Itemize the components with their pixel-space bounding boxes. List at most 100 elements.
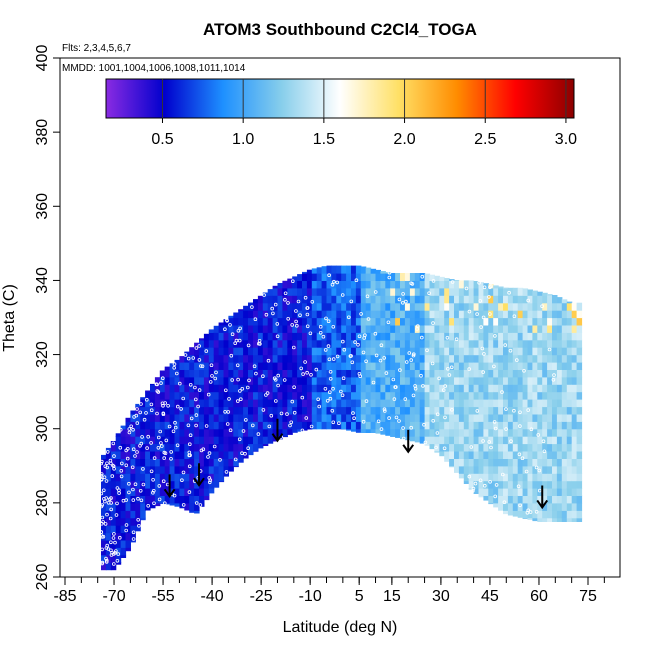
field-cell bbox=[238, 310, 244, 319]
field-cell bbox=[547, 517, 553, 522]
sample-marker bbox=[443, 384, 448, 388]
field-cell bbox=[316, 406, 323, 415]
field-cell bbox=[488, 339, 494, 348]
field-cell bbox=[385, 354, 391, 363]
field-cell bbox=[164, 428, 171, 437]
field-cell bbox=[336, 421, 342, 430]
field-cell bbox=[444, 347, 450, 356]
field-cell bbox=[228, 458, 234, 467]
field-cell bbox=[419, 347, 426, 356]
field-cell bbox=[512, 310, 519, 319]
field-cell bbox=[326, 310, 332, 319]
field-cell bbox=[561, 369, 568, 378]
field-cell bbox=[375, 428, 381, 434]
field-cell bbox=[145, 473, 151, 482]
sample-marker bbox=[467, 367, 472, 371]
field-cell bbox=[184, 428, 190, 437]
field-cell bbox=[547, 384, 553, 393]
field-cell bbox=[512, 354, 519, 363]
field-cell bbox=[355, 273, 362, 281]
field-cell bbox=[218, 369, 225, 378]
field-cell bbox=[463, 376, 470, 385]
field-cell bbox=[571, 406, 578, 415]
field-cell bbox=[130, 410, 136, 415]
field-cell bbox=[444, 436, 450, 445]
field-cell bbox=[346, 413, 352, 422]
sample-marker bbox=[167, 424, 172, 429]
field-cell bbox=[125, 510, 131, 519]
field-cell bbox=[454, 399, 460, 408]
field-cell bbox=[493, 339, 499, 348]
field-cell bbox=[571, 384, 578, 393]
field-cell bbox=[150, 502, 156, 509]
field-cell bbox=[409, 332, 416, 341]
field-cell bbox=[547, 339, 553, 348]
field-cell bbox=[527, 362, 533, 370]
field-cell bbox=[444, 324, 450, 333]
field-cell bbox=[159, 436, 166, 445]
field-cell bbox=[576, 480, 583, 489]
field-cell bbox=[566, 301, 573, 304]
field-cell bbox=[552, 399, 558, 408]
field-cell bbox=[101, 562, 107, 571]
field-cell bbox=[503, 384, 509, 393]
field-cell bbox=[184, 406, 190, 415]
field-cell bbox=[302, 406, 308, 415]
field-cell bbox=[189, 458, 195, 467]
field-cell bbox=[449, 287, 455, 296]
field-cell bbox=[277, 391, 283, 400]
field-cell bbox=[311, 413, 318, 422]
field-cell bbox=[125, 532, 131, 541]
field-cell bbox=[552, 339, 558, 348]
field-cell bbox=[517, 295, 524, 304]
field-cell bbox=[238, 317, 244, 326]
field-cell bbox=[414, 421, 421, 430]
field-cell bbox=[483, 376, 489, 385]
field-cell bbox=[370, 317, 377, 326]
field-cell bbox=[125, 417, 131, 422]
field-cell bbox=[454, 443, 460, 452]
field-cell bbox=[326, 332, 332, 341]
sample-marker bbox=[261, 408, 266, 412]
field-cell bbox=[439, 451, 445, 457]
field-cell bbox=[257, 347, 264, 356]
field-cell bbox=[395, 436, 401, 438]
field-cell bbox=[424, 384, 431, 393]
field-cell bbox=[233, 428, 239, 437]
field-cell bbox=[257, 302, 264, 311]
field-cell bbox=[463, 451, 470, 459]
field-cell bbox=[297, 369, 303, 378]
field-cell bbox=[498, 495, 504, 504]
field-cell bbox=[159, 495, 166, 504]
colorbar-tick-label: 2.0 bbox=[393, 131, 415, 148]
sample-marker bbox=[239, 397, 243, 402]
field-cell bbox=[517, 354, 524, 363]
field-cell bbox=[316, 280, 323, 289]
field-cell bbox=[326, 347, 332, 356]
field-cell bbox=[561, 399, 568, 408]
sample-marker bbox=[198, 503, 203, 507]
field-cell bbox=[458, 451, 465, 459]
sample-marker bbox=[183, 353, 188, 357]
field-cell bbox=[218, 436, 225, 445]
field-cell bbox=[272, 285, 279, 289]
field-cell bbox=[194, 502, 200, 511]
field-cell bbox=[194, 376, 200, 385]
sample-marker bbox=[500, 472, 505, 477]
field-cell bbox=[463, 391, 470, 400]
field-cell bbox=[517, 310, 524, 319]
field-cell bbox=[311, 406, 318, 415]
field-cell bbox=[395, 287, 401, 296]
field-cell bbox=[517, 347, 524, 356]
field-cell bbox=[208, 428, 215, 437]
field-cell bbox=[527, 517, 533, 520]
field-cell bbox=[404, 399, 411, 408]
field-cell bbox=[105, 458, 112, 467]
field-cell bbox=[429, 406, 435, 415]
field-cell bbox=[454, 421, 460, 430]
field-cell bbox=[159, 399, 166, 408]
field-cell bbox=[576, 332, 583, 341]
field-cell bbox=[385, 347, 391, 356]
field-cell bbox=[429, 436, 435, 445]
field-cell bbox=[503, 436, 509, 445]
